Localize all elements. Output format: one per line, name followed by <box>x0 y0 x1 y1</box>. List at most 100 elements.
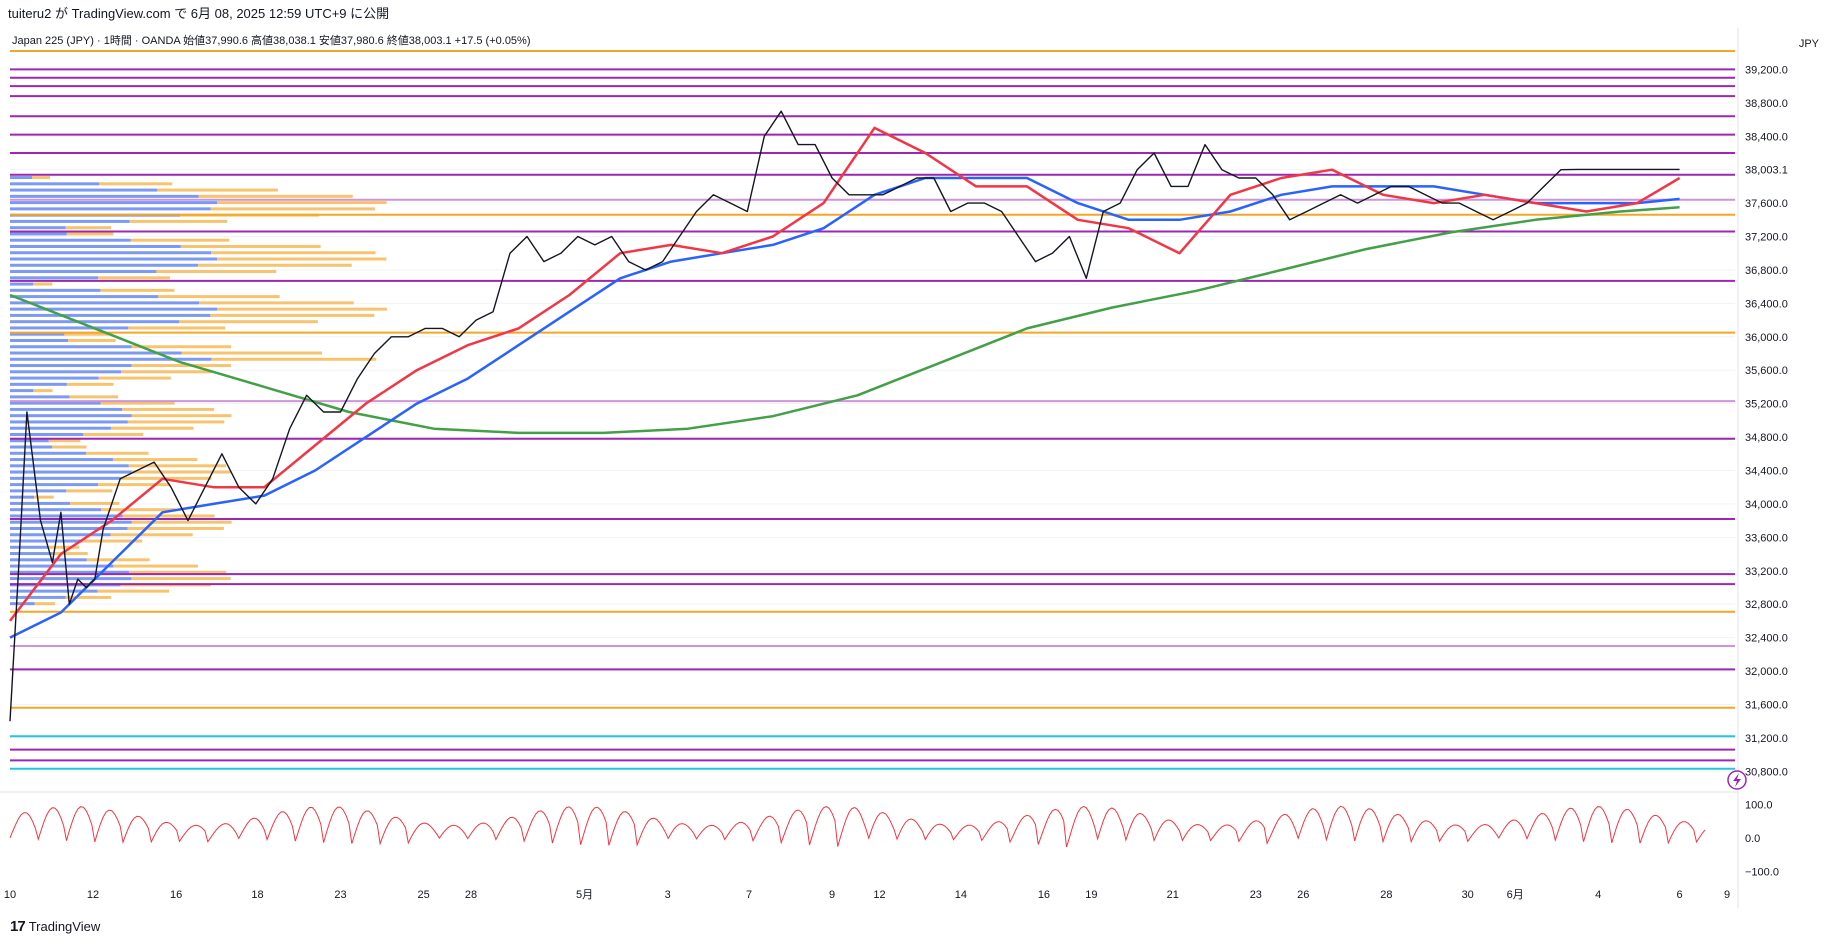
time-tick-label: 28 <box>1380 889 1392 901</box>
volume-bar-blue <box>10 501 71 505</box>
price-axis[interactable]: 30,800.0 31,200.0 31,600.0 32,000.0 32,400.0… <box>1737 28 1820 908</box>
volume-bar-blue <box>10 320 180 324</box>
volume-bar-blue <box>10 389 34 393</box>
volume-bar-blue <box>10 332 65 336</box>
volume-bar-orange <box>33 389 53 393</box>
volume-bar-orange <box>210 207 375 211</box>
price-tick-label: 34,000.0 <box>1745 499 1788 511</box>
volume-bar-orange <box>211 357 377 361</box>
time-tick-label: 12 <box>873 889 885 901</box>
price-tick-label: 32,800.0 <box>1745 599 1788 611</box>
price-tick-label: 39,200.0 <box>1745 64 1788 76</box>
volume-bar-orange <box>98 376 171 380</box>
oscillator-line <box>9 805 1706 848</box>
volume-bar-blue <box>10 589 98 593</box>
volume-bar-blue <box>10 364 132 368</box>
volume-bar-blue <box>10 226 66 230</box>
volume-bar-blue <box>10 508 101 512</box>
volume-bar-blue <box>10 382 67 386</box>
oscillator-tick-label: 0.0 <box>1745 833 1760 845</box>
volume-bar-blue <box>10 338 69 342</box>
volume-bar-orange <box>110 533 193 537</box>
volume-bar-orange <box>64 332 109 336</box>
volume-bar-orange <box>86 451 149 455</box>
horizontal-levels <box>10 50 1735 770</box>
price-series-line <box>9 110 1680 722</box>
volume-bar-orange <box>34 495 54 499</box>
volume-bar-orange <box>48 439 81 443</box>
tradingview-logo-icon: 17 <box>10 918 26 935</box>
volume-bar-blue <box>10 414 132 418</box>
volume-bar-orange <box>122 407 215 411</box>
volume-bar-blue <box>10 182 100 186</box>
price-tick-label: 34,800.0 <box>1745 432 1788 444</box>
volume-bar-orange <box>52 552 88 556</box>
volume-bar-blue <box>10 432 84 436</box>
volume-bar-blue <box>10 270 157 274</box>
volume-bar-orange <box>211 251 376 255</box>
volume-bar-orange <box>131 414 232 418</box>
volume-bar-orange <box>131 577 231 581</box>
volume-bar-orange <box>180 244 321 248</box>
time-tick-label: 10 <box>4 889 16 901</box>
volume-bar-blue <box>10 401 101 405</box>
volume-bar-orange <box>158 295 280 299</box>
time-tick-label: 9 <box>829 889 835 901</box>
price-tick-label: 31,200.0 <box>1745 733 1788 745</box>
volume-bar-orange <box>131 470 231 474</box>
volume-bar-orange <box>129 219 228 223</box>
oscillator-pane: 100.0 0.0 −100.0 <box>0 791 1779 878</box>
volume-bar-orange <box>100 401 175 405</box>
volume-profile <box>10 176 387 606</box>
volume-bar-blue <box>10 464 129 468</box>
currency-unit-label: JPY <box>1798 38 1819 50</box>
price-tick-label: 36,800.0 <box>1745 265 1788 277</box>
volume-bar-orange <box>70 501 120 505</box>
price-tick-label: 38,800.0 <box>1745 98 1788 110</box>
volume-bar-orange <box>181 351 322 355</box>
volume-bar-blue <box>10 552 53 556</box>
time-tick-label: 16 <box>1038 889 1050 901</box>
volume-bar-blue <box>10 526 128 530</box>
volume-bar-blue <box>10 470 132 474</box>
volume-bar-blue <box>10 370 122 374</box>
volume-bar-blue <box>10 376 99 380</box>
volume-bar-orange <box>100 288 175 292</box>
volume-bar-orange <box>121 370 212 374</box>
price-chart[interactable]: 30,800.0 31,200.0 31,600.0 32,000.0 32,400.0… <box>0 28 1835 913</box>
volume-bar-blue <box>10 458 113 462</box>
price-tick-label: 38,400.0 <box>1745 131 1788 143</box>
lightning-icon[interactable] <box>1727 770 1747 790</box>
volume-bar-blue <box>10 533 111 537</box>
volume-bar-orange <box>217 257 387 261</box>
volume-bar-blue <box>10 439 49 443</box>
time-tick-label: 23 <box>334 889 346 901</box>
volume-bar-orange <box>68 338 116 342</box>
volume-bar-orange <box>100 508 176 512</box>
time-tick-label: 25 <box>417 889 429 901</box>
volume-bar-blue <box>10 288 101 292</box>
volume-bar-blue <box>10 357 212 361</box>
time-tick-label: 30 <box>1462 889 1474 901</box>
volume-bar-blue <box>10 345 132 349</box>
volume-bar-orange <box>99 182 173 186</box>
time-axis[interactable]: 10 12 16 18 23 25 28 5月 3 7 9 12 14 16 19 21 23 26 28 30 6月 4… <box>4 889 1730 901</box>
fast-ma-line <box>9 126 1681 622</box>
time-tick-label: 14 <box>955 889 967 901</box>
volume-bar-blue <box>10 251 212 255</box>
volume-bar-blue <box>10 188 158 192</box>
volume-bar-orange <box>66 489 113 493</box>
volume-bar-blue <box>10 307 218 311</box>
volume-bar-orange <box>198 194 353 198</box>
volume-bar-blue <box>10 520 132 524</box>
volume-bar-blue <box>10 176 32 180</box>
price-tick-label: 36,000.0 <box>1745 332 1788 344</box>
volume-bar-orange <box>122 514 215 518</box>
volume-bar-orange <box>34 602 55 606</box>
volume-bar-orange <box>97 483 170 487</box>
brand-footer[interactable]: 17 TradingView <box>10 917 100 937</box>
volume-bar-blue <box>10 483 98 487</box>
volume-bar-blue <box>10 282 34 286</box>
slow-ma-line <box>9 206 1680 435</box>
time-tick-label: 9 <box>1724 889 1730 901</box>
